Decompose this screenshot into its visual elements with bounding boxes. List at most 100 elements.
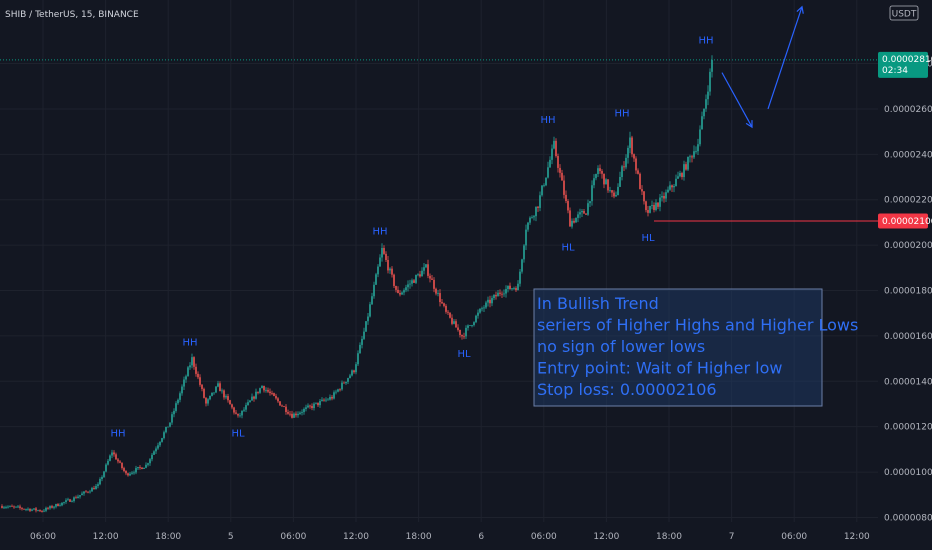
annotation-box-lines: In Bullish Trend seriers of Higher Highs … (537, 294, 858, 399)
candle-body (29, 508, 31, 511)
time-axis[interactable] (0, 522, 932, 550)
candle-body (261, 385, 263, 389)
price-levels (0, 59, 878, 222)
candle-body (533, 216, 535, 218)
candle-body (59, 505, 61, 507)
trend-label: HL (561, 242, 575, 253)
candle-body (311, 406, 313, 409)
candle-body (187, 367, 189, 377)
currency-label: USDT (892, 10, 917, 20)
candle-body (267, 389, 269, 392)
candle-body (229, 400, 231, 405)
candle-body (11, 505, 13, 507)
candle-body (181, 386, 183, 394)
annotation-box-line: Stop loss: 0.00002106 (537, 380, 717, 399)
candle-body (109, 455, 111, 461)
candle-body (427, 264, 429, 276)
trend-label: HH (372, 226, 387, 237)
candle-body (233, 407, 235, 413)
candle-body (627, 147, 629, 158)
candle-body (71, 501, 73, 502)
candle-body (215, 386, 217, 393)
candle-body (675, 178, 677, 187)
candle-body (659, 197, 661, 207)
candle-body (597, 168, 599, 175)
candle-body (501, 293, 503, 295)
annotation-box[interactable]: In Bullish Trend seriers of Higher Highs … (533, 288, 858, 407)
candle-body (137, 466, 139, 469)
candle-body (415, 274, 417, 283)
stop-loss-tag: 0.00002106 (878, 213, 932, 229)
candle-body (487, 299, 489, 303)
candle-body (449, 312, 451, 318)
candle-body (211, 392, 213, 396)
candle-body (371, 296, 373, 305)
candles (1, 55, 713, 513)
candle-body (359, 344, 361, 354)
candle-body (77, 496, 79, 499)
candle-body (83, 491, 85, 494)
candle-body (547, 167, 549, 178)
candle-body (653, 205, 655, 210)
candle-body (279, 401, 281, 406)
candle-body (149, 459, 151, 464)
candle-body (579, 212, 581, 215)
candle-body (57, 504, 59, 507)
candle-body (369, 304, 371, 317)
candle-body (705, 99, 707, 109)
candle-body (37, 510, 39, 511)
candle-body (519, 271, 521, 284)
candle-body (15, 506, 17, 508)
candle-body (97, 484, 99, 487)
candle-body (79, 495, 81, 497)
price-axis[interactable] (878, 0, 932, 550)
candle-body (55, 504, 57, 507)
trend-label: HH (698, 36, 713, 47)
candle-body (613, 192, 615, 197)
candle-body (429, 275, 431, 279)
candle-body (291, 413, 293, 418)
candle-body (351, 370, 353, 376)
candle-body (609, 190, 611, 191)
candle-body (91, 488, 93, 492)
candle-body (663, 196, 665, 199)
candle-body (685, 164, 687, 170)
candle-body (247, 402, 249, 406)
candle-body (7, 506, 9, 508)
candle-body (687, 157, 689, 170)
candle-body (329, 396, 331, 400)
candle-body (101, 476, 103, 480)
candle-body (121, 462, 123, 469)
candle-body (25, 509, 27, 510)
candle-body (141, 467, 143, 470)
candle-body (269, 391, 271, 394)
candle-body (255, 391, 257, 399)
candle-body (647, 210, 649, 213)
x-tick-label: 12:00 (343, 532, 369, 542)
projection-arrows (721, 5, 804, 129)
candle-body (453, 321, 455, 324)
currency-button[interactable]: USDT (889, 5, 919, 21)
candle-body (295, 413, 297, 416)
candle-body (155, 448, 157, 452)
candle-body (331, 396, 333, 399)
candle-body (5, 507, 7, 508)
candle-body (349, 375, 351, 379)
projection-arrow-head (796, 5, 804, 14)
x-tick-label: 18:00 (155, 532, 181, 542)
candle-body (251, 396, 253, 401)
candle-body (491, 298, 493, 304)
candle-body (515, 288, 517, 291)
candle-body (495, 294, 497, 297)
candle-body (339, 389, 341, 391)
candle-body (395, 285, 397, 290)
candle-body (207, 399, 209, 404)
trend-label: HH (540, 115, 555, 126)
candle-body (445, 305, 447, 312)
candle-body (127, 473, 129, 476)
